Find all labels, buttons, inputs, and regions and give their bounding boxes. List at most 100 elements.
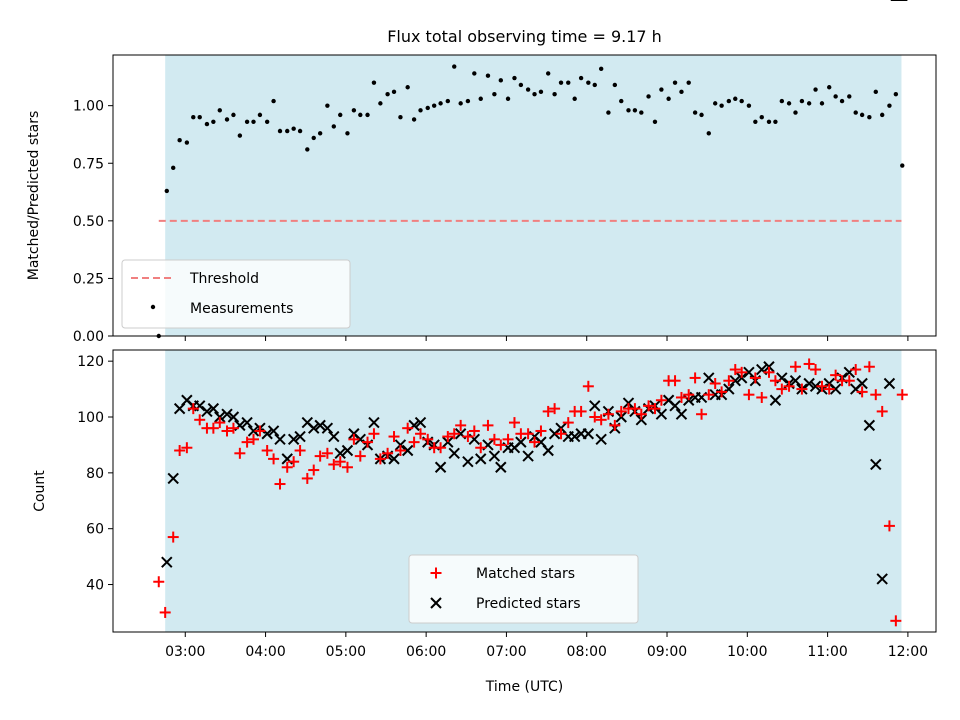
- matched-star-point: [816, 380, 828, 392]
- matched-star-point: [756, 391, 768, 403]
- measurement-point: [405, 85, 410, 90]
- x-stroke: [181, 394, 193, 406]
- measurement-point: [619, 98, 624, 104]
- x-stroke: [789, 375, 802, 387]
- matched-star-point: [736, 366, 748, 378]
- x-stroke: [267, 425, 280, 437]
- measurement-point: [478, 96, 483, 101]
- predicted-star-point: [883, 377, 896, 390]
- legend-threshold-label: Threshold: [189, 271, 259, 287]
- matched-star-point: [159, 606, 171, 618]
- matched-star-point: [442, 431, 454, 443]
- matched-star-point: [422, 433, 434, 445]
- matched-star-point: [214, 417, 226, 429]
- predicted-star-point: [267, 425, 280, 437]
- x-stroke: [475, 453, 487, 465]
- measurement-point: [271, 98, 276, 104]
- measurement-point: [827, 85, 832, 90]
- measurement-point: [438, 101, 443, 106]
- x-stroke: [522, 450, 534, 462]
- x-stroke: [308, 422, 320, 434]
- measurement-point: [164, 188, 169, 194]
- x-stroke: [735, 372, 748, 384]
- x-stroke: [870, 458, 882, 471]
- measurement-point: [445, 98, 451, 104]
- matched-star-point: [789, 361, 801, 373]
- x-stroke: [314, 419, 326, 432]
- x-stroke: [555, 422, 567, 434]
- x-stroke: [354, 433, 367, 446]
- predicted-star-point: [789, 375, 802, 387]
- measurement-point: [398, 114, 403, 120]
- measurement-point: [666, 96, 671, 101]
- matched-star-point: [194, 414, 206, 426]
- predicted-star-point: [241, 416, 253, 429]
- x-stroke: [876, 573, 888, 585]
- predicted-star-point: [167, 472, 179, 485]
- top-legend-box: [121, 259, 351, 329]
- matched-star-point: [374, 453, 386, 465]
- y-tick-label: 1.00: [73, 99, 104, 115]
- x-stroke: [595, 433, 607, 446]
- measurement-point: [452, 64, 457, 69]
- predicted-star-point: [863, 419, 876, 432]
- matched-star-point: [341, 461, 353, 473]
- matched-star-point: [863, 361, 875, 373]
- legend-matched-label: Matched stars: [476, 566, 575, 582]
- y-tick-label: 80: [86, 466, 104, 482]
- x-stroke: [401, 444, 414, 457]
- measurement-point: [465, 98, 471, 104]
- matched-star-point: [382, 447, 394, 459]
- measurement-point: [191, 114, 196, 120]
- predicted-star-point: [442, 436, 454, 448]
- x-stroke: [241, 416, 253, 429]
- x-stroke: [214, 411, 226, 423]
- x-stroke: [535, 436, 547, 448]
- x-stroke: [341, 444, 354, 457]
- y-tick-label: 0.50: [73, 214, 104, 230]
- x-stroke: [829, 383, 842, 395]
- measurement-point: [251, 119, 256, 124]
- x-stroke: [515, 436, 527, 448]
- measurement-point: [598, 66, 604, 72]
- matched-star-point: [796, 383, 808, 395]
- predicted-star-point: [769, 394, 782, 406]
- x-stroke: [161, 556, 173, 568]
- matched-star-point: [388, 431, 400, 443]
- measurement-point: [813, 87, 818, 92]
- x-tick-label: 04:00: [245, 644, 285, 660]
- measurement-point: [224, 117, 230, 122]
- x-tick-label: 06:00: [406, 644, 446, 660]
- measurement-point: [578, 75, 584, 81]
- predicted-star-point: [763, 361, 775, 373]
- measurement-point: [231, 112, 236, 118]
- matched-star-point: [254, 425, 266, 437]
- predicted-star-point: [809, 380, 822, 393]
- predicted-star-point: [615, 411, 627, 423]
- predicted-star-point: [221, 408, 233, 420]
- measurement-point: [873, 89, 878, 95]
- matched-star-point: [709, 378, 721, 390]
- matched-star-point: [743, 389, 755, 401]
- measurement-point: [365, 112, 370, 118]
- predicted-star-point: [743, 366, 755, 379]
- predicted-star-point: [414, 416, 427, 429]
- matched-star-point: [870, 389, 882, 401]
- measurement-point: [532, 91, 537, 97]
- predicted-star-point: [542, 444, 554, 457]
- bottom-axes-frame: [112, 349, 937, 633]
- x-tick-label: 12:00: [888, 644, 928, 660]
- measurement-point: [766, 119, 772, 124]
- predicted-star-point: [876, 573, 888, 585]
- x-stroke: [261, 428, 273, 440]
- y-tick-label: 40: [86, 578, 104, 594]
- x-stroke: [763, 361, 775, 373]
- x-stroke: [495, 461, 507, 473]
- matched-star-point: [522, 428, 534, 440]
- matched-star-point: [394, 445, 406, 457]
- x-stroke: [434, 461, 447, 473]
- matched-star-point: [562, 417, 574, 429]
- matched-star-point: [415, 428, 427, 440]
- measurement-point: [786, 101, 792, 106]
- measurement-point: [371, 80, 377, 85]
